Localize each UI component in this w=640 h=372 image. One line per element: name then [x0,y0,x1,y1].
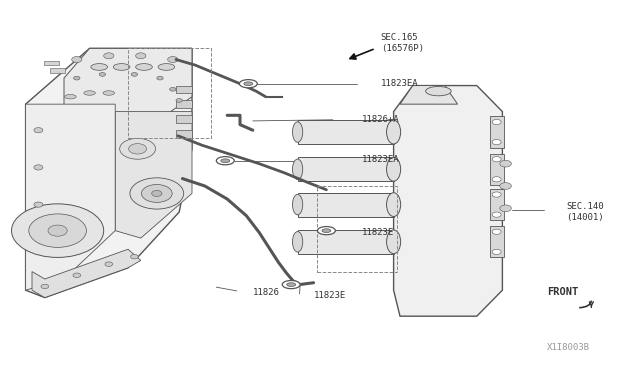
Polygon shape [298,193,394,217]
Circle shape [141,185,172,202]
Polygon shape [298,230,394,254]
Text: SEC.140
(14001): SEC.140 (14001) [566,202,604,222]
Text: SEC.165
(16576P): SEC.165 (16576P) [381,33,424,53]
Text: 11823E: 11823E [314,291,346,300]
Circle shape [492,192,501,197]
Circle shape [99,73,106,76]
Circle shape [48,225,67,236]
Ellipse shape [322,229,331,232]
Ellipse shape [239,80,257,88]
Text: 11826: 11826 [253,288,280,296]
Ellipse shape [244,82,253,86]
Circle shape [105,262,113,266]
Polygon shape [298,120,394,144]
Circle shape [136,53,146,59]
Circle shape [34,165,43,170]
Bar [44,61,59,65]
Circle shape [41,284,49,289]
Ellipse shape [216,157,234,165]
Bar [176,115,192,123]
Ellipse shape [91,64,108,70]
Circle shape [74,76,80,80]
Circle shape [29,214,86,247]
Circle shape [492,212,501,217]
Circle shape [492,157,501,162]
Circle shape [104,53,114,59]
Bar [490,226,504,257]
Ellipse shape [387,193,401,217]
Polygon shape [26,104,115,290]
Circle shape [500,183,511,189]
Circle shape [120,138,156,159]
Circle shape [131,73,138,76]
Text: 11826+A: 11826+A [362,115,399,124]
Bar [490,116,504,148]
Circle shape [72,57,82,62]
Circle shape [492,177,501,182]
Ellipse shape [103,91,115,95]
Ellipse shape [426,87,451,96]
Ellipse shape [317,227,335,235]
Bar [176,86,192,93]
Circle shape [492,249,501,254]
Ellipse shape [158,64,175,70]
Circle shape [152,190,162,196]
Text: 11823EA: 11823EA [362,155,399,164]
Ellipse shape [387,120,401,144]
Text: FRONT: FRONT [547,287,579,297]
Text: X1I8003B: X1I8003B [547,343,590,352]
Circle shape [12,204,104,257]
Polygon shape [64,48,192,119]
Ellipse shape [282,280,300,289]
Circle shape [130,178,184,209]
Circle shape [129,144,147,154]
Circle shape [170,87,176,91]
Polygon shape [394,86,502,316]
Polygon shape [115,112,192,238]
Circle shape [34,202,43,207]
Circle shape [500,205,511,212]
Ellipse shape [292,231,303,252]
Ellipse shape [387,230,401,254]
Text: 11823EA: 11823EA [381,79,419,88]
Polygon shape [26,48,192,298]
Ellipse shape [292,122,303,142]
Bar [50,68,65,73]
Circle shape [492,140,501,145]
Ellipse shape [287,283,296,286]
Polygon shape [298,157,394,181]
Ellipse shape [387,157,401,181]
Bar [176,130,192,138]
Circle shape [73,273,81,278]
Ellipse shape [136,64,152,70]
Bar [176,100,192,108]
Circle shape [131,254,138,259]
Polygon shape [400,86,458,104]
Ellipse shape [292,159,303,179]
Circle shape [168,57,178,62]
Text: 11823E: 11823E [362,228,394,237]
Polygon shape [32,249,141,298]
Circle shape [492,119,501,125]
Circle shape [492,229,501,234]
Ellipse shape [65,94,76,99]
Circle shape [176,99,182,102]
Bar [490,154,504,185]
Ellipse shape [292,195,303,215]
Circle shape [157,76,163,80]
Circle shape [34,128,43,133]
Bar [490,189,504,220]
Ellipse shape [113,64,130,70]
Circle shape [500,160,511,167]
Ellipse shape [84,91,95,95]
Ellipse shape [221,159,230,163]
